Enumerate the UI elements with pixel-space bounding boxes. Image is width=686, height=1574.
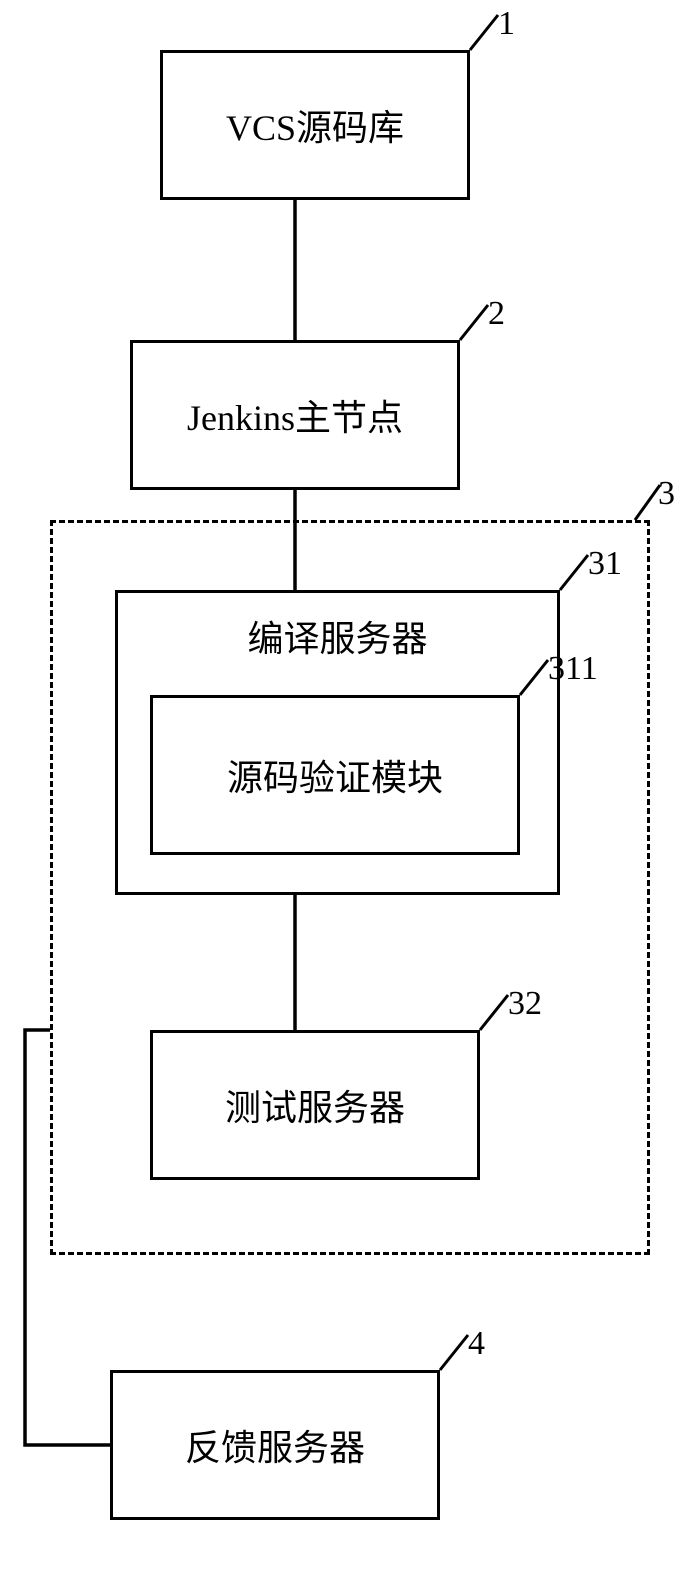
jenkins-box: Jenkins主节点 (130, 340, 460, 490)
verify-ref: 311 (548, 650, 598, 688)
feedback-box: 反馈服务器 (110, 1370, 440, 1520)
verify-box: 源码验证模块 (150, 695, 520, 855)
compile-ref: 31 (588, 545, 622, 583)
test-box: 测试服务器 (150, 1030, 480, 1180)
test-label: 测试服务器 (225, 1079, 405, 1131)
test-ref: 32 (508, 985, 542, 1023)
vcs-label: VCS源码库 (226, 99, 404, 151)
verify-label: 源码验证模块 (227, 749, 443, 801)
feedback-label: 反馈服务器 (185, 1419, 365, 1471)
jenkins-label: Jenkins主节点 (187, 389, 403, 441)
feedback-ref: 4 (468, 1325, 485, 1363)
compile-label: 编译服务器 (118, 610, 557, 662)
vcs-ref: 1 (498, 5, 515, 43)
jenkins-ref: 2 (488, 295, 505, 333)
vcs-box: VCS源码库 (160, 50, 470, 200)
dashed-ref: 3 (658, 475, 675, 513)
